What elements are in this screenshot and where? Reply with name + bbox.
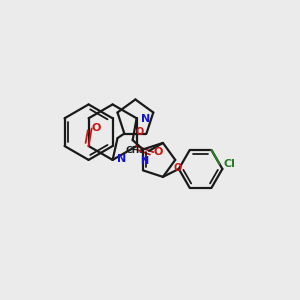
Text: N: N: [140, 156, 148, 167]
Text: N: N: [141, 114, 150, 124]
Text: N: N: [117, 154, 126, 164]
Text: O: O: [135, 127, 143, 136]
Text: O: O: [92, 124, 101, 134]
Text: Cl: Cl: [224, 159, 235, 169]
Text: O: O: [173, 163, 182, 173]
Text: CH₃: CH₃: [126, 146, 144, 155]
Text: O: O: [154, 147, 163, 157]
